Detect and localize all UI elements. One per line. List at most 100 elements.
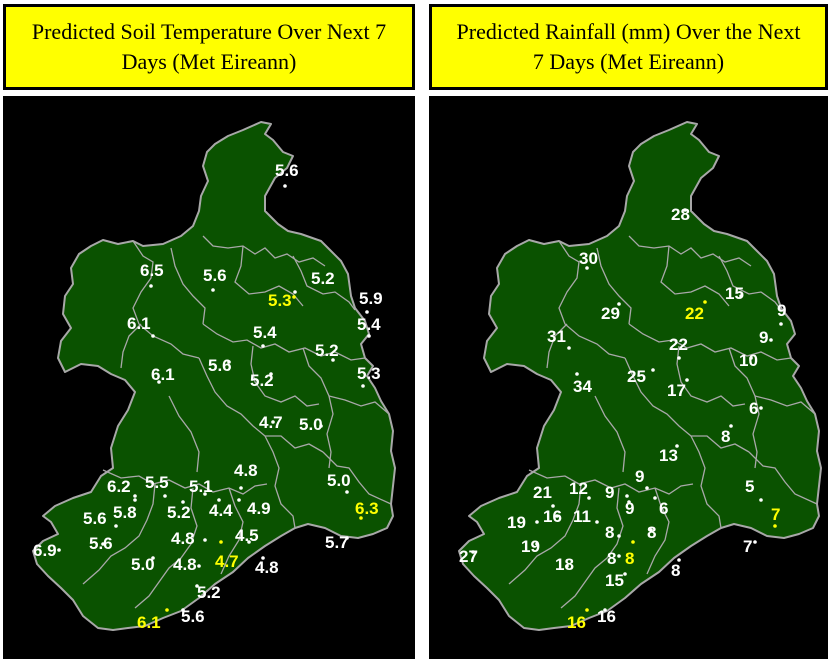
county-boundary [728,347,760,469]
station-value-label: 5.6 [89,534,113,553]
soil-temperature-map: 5.6 6.5 5.6 5.2 5.3 5.9 6.1 5.4 5.4 5.2 6.1 5.6 5.2 5… [3,96,415,659]
station-value-label: 25 [627,367,646,386]
station-dot [677,558,681,562]
station-dot [623,572,627,576]
station-dot [203,538,207,542]
station-value-label: 5.4 [357,315,381,334]
county-boundary [170,247,206,325]
rainfall-map: 28 30 15 9 29 22 31 9 22 10 34 25 17 6 8 13 9 21 12 9 9 6 5 16 1… [429,96,828,659]
station-value-label: 22 [669,335,688,354]
station-dot [331,358,335,362]
station-dot [779,322,783,326]
county-boundary [624,357,750,453]
station-dot [151,334,155,338]
station-value-label: 5.9 [359,289,383,308]
station-value-label: 8 [625,549,634,568]
station-dot [567,346,571,350]
station-dot [165,608,169,612]
county-boundary [676,345,746,407]
station-dot [261,556,265,560]
county-boundary [202,235,326,267]
soil-temperature-title: Predicted Soil Temperature Over Next 7 D… [3,4,415,90]
county-boundary [250,345,320,407]
station-value-label: 6 [659,499,668,518]
station-dot [617,534,621,538]
station-dot [217,498,221,502]
county-boundary [546,323,568,369]
station-dot [181,500,185,504]
station-dot [627,500,631,504]
station-value-label: 16 [597,607,616,626]
station-value-label: 6.1 [137,613,161,632]
station-dot [271,420,275,424]
station-value-label: 8 [647,523,656,542]
station-dot [625,494,629,498]
station-value-label: 15 [605,571,624,590]
station-value-label: 4.7 [215,552,239,571]
station-dot [269,372,273,376]
station-value-label: 4.8 [255,558,279,577]
station-value-label: 5.6 [275,161,299,180]
station-value-label: 5.2 [167,503,191,522]
station-dot [195,584,199,588]
county-boundary [202,323,366,361]
county-boundary [718,255,782,311]
county-boundary [646,487,670,575]
station-dot [587,496,591,500]
station-value-label: 9 [635,467,644,486]
station-value-label: 5.3 [357,364,381,383]
station-dot [345,490,349,494]
county-boundary [168,395,200,473]
station-dot [603,608,607,612]
station-value-label: 6.3 [355,499,379,518]
county-boundary [134,487,198,609]
station-dot [133,494,137,498]
station-dot [651,368,655,372]
station-dot [361,384,365,388]
station-dot [293,290,297,294]
station-value-label: 5.3 [268,291,292,310]
county-boundary [528,469,694,495]
station-dot [703,300,707,304]
station-dot [683,208,687,212]
county-boundary [560,487,624,609]
station-value-label: 5.0 [327,471,351,490]
station-dot [359,516,363,520]
station-dot [565,564,569,568]
county-boundary [220,487,244,575]
station-value-label: 6 [749,399,758,418]
station-value-label: 4.7 [259,413,283,432]
station-value-label: 19 [507,513,526,532]
station-value-label: 5 [745,477,754,496]
station-value-label: 15 [725,284,744,303]
county-boundary [292,255,356,311]
county-boundary [628,323,792,361]
station-dot [749,356,753,360]
station-dot [575,372,579,376]
station-value-label: 8 [607,549,616,568]
county-boundary [558,240,626,359]
station-value-label: 5.6 [83,509,107,528]
station-value-label: 4.5 [235,526,259,545]
station-dot [157,380,161,384]
station-value-label: 27 [459,547,478,566]
station-dot [729,424,733,428]
station-value-label: 5.5 [145,473,169,492]
county-boundary [82,483,156,585]
station-dot [685,378,689,382]
county-boundary [596,247,632,325]
station-dot [585,608,589,612]
station-value-label: 5.6 [208,356,232,375]
station-dot [114,524,118,528]
station-dot [649,528,653,532]
station-value-label: 4.8 [234,461,258,480]
station-dot [283,184,287,188]
station-value-label: 8 [721,427,730,446]
county-boundary [690,435,722,529]
county-boundary [660,245,730,307]
station-dot [239,486,243,490]
station-value-label: 29 [601,304,620,323]
county-boundary [132,240,200,359]
station-dot [197,564,201,568]
station-value-label: 6.9 [33,541,57,560]
